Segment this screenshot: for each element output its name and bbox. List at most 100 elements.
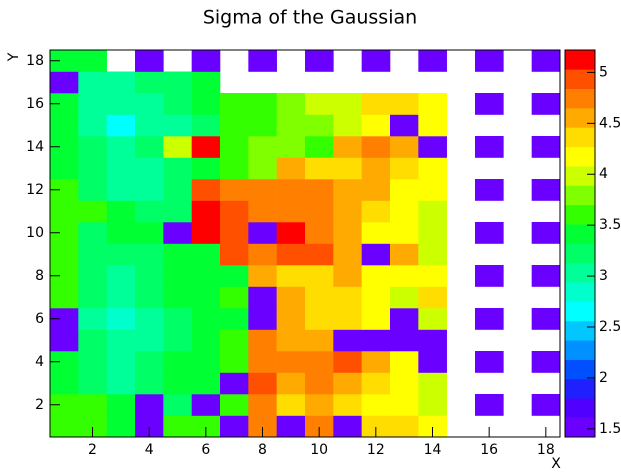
heatmap-cell	[418, 157, 447, 180]
heatmap-cell	[78, 351, 107, 373]
heatmap-cell	[276, 394, 306, 416]
heatmap-cell	[163, 394, 192, 416]
heatmap-cell	[305, 372, 334, 395]
heatmap-cell	[135, 415, 164, 438]
heatmap-cell	[220, 372, 249, 395]
heatmap-cell	[531, 136, 561, 158]
heatmap-cell	[333, 351, 362, 373]
heatmap-cell	[220, 286, 249, 309]
heatmap-cell	[106, 394, 136, 416]
heatmap-cell	[220, 265, 249, 287]
heatmap-cell	[78, 157, 107, 180]
heatmap-cell	[418, 136, 447, 158]
heatmap-cell	[475, 136, 504, 158]
heatmap-cell	[248, 243, 277, 266]
heatmap-cell	[418, 394, 447, 416]
heatmap-cell	[305, 329, 334, 352]
heatmap-cell	[276, 351, 306, 373]
heatmap-cell	[305, 157, 334, 180]
z-tick-label: 2.5	[599, 319, 621, 335]
heatmap-cell	[390, 394, 419, 416]
heatmap-cell	[78, 200, 107, 223]
heatmap-cell	[361, 93, 391, 115]
palette-band	[565, 243, 595, 264]
heatmap-cell	[475, 308, 504, 330]
z-tick-label: 4	[599, 166, 608, 182]
heatmap-cell	[50, 222, 79, 244]
heatmap-cell	[276, 93, 306, 115]
heatmap-cell	[418, 114, 447, 137]
heatmap-cell	[78, 71, 107, 94]
heatmap-cell	[361, 200, 391, 223]
palette-band	[565, 320, 595, 341]
heatmap-cell	[305, 243, 334, 266]
palette-band	[565, 378, 595, 399]
heatmap-cell	[163, 222, 192, 244]
heatmap-cell	[106, 114, 136, 137]
heatmap-cell	[220, 329, 249, 352]
heatmap-cell	[361, 265, 391, 287]
heatmap-cell	[106, 265, 136, 287]
heatmap-cell	[333, 329, 362, 352]
heatmap-cell	[135, 50, 164, 72]
heatmap-cell	[78, 179, 107, 201]
heatmap-cell	[333, 114, 362, 137]
heatmap-cell	[333, 136, 362, 158]
heatmap-cell	[248, 50, 277, 72]
heatmap-cell	[276, 308, 306, 330]
heatmap-cell	[191, 243, 221, 266]
heatmap-cell	[248, 136, 277, 158]
heatmap-cell	[305, 415, 334, 438]
heatmap-cell	[276, 157, 306, 180]
heatmap-cell	[50, 394, 79, 416]
heatmap-cell	[106, 351, 136, 373]
heatmap-cell	[248, 394, 277, 416]
heatmap-cell	[220, 308, 249, 330]
heatmap-cell	[50, 200, 79, 223]
heatmap-cell	[248, 93, 277, 115]
heatmap-cell	[191, 329, 221, 352]
x-tick-label: 14	[424, 442, 442, 458]
heatmap-cell	[475, 93, 504, 115]
heatmap-cell	[418, 179, 447, 201]
heatmap-cell	[191, 50, 221, 72]
heatmap-cell	[163, 114, 192, 137]
heatmap-cell	[135, 222, 164, 244]
heatmap-cell	[390, 265, 419, 287]
palette-band	[565, 127, 595, 148]
heatmap-cell	[305, 136, 334, 158]
heatmap-cell	[531, 93, 561, 115]
heatmap-cell	[276, 179, 306, 201]
heatmap-cell	[361, 222, 391, 244]
heatmap-cell	[191, 71, 221, 94]
heatmap-cell	[276, 265, 306, 287]
heatmap-cell	[305, 200, 334, 223]
heatmap-cell	[106, 308, 136, 330]
palette-band	[565, 282, 595, 302]
heatmap-cell	[50, 157, 79, 180]
heatmap-cell	[220, 222, 249, 244]
heatmap-cell	[163, 243, 192, 266]
x-tick-label: 2	[88, 442, 97, 458]
heatmap-cell	[361, 351, 391, 373]
heatmap-cell	[220, 200, 249, 223]
palette-frame	[564, 49, 596, 438]
heatmap-cell	[361, 50, 391, 72]
heatmap-cell	[333, 179, 362, 201]
heatmap-cell	[333, 93, 362, 115]
palette-band	[565, 340, 595, 360]
heatmap-cell	[361, 415, 391, 438]
heatmap-cell	[220, 415, 249, 438]
palette-band	[565, 224, 595, 244]
heatmap-cell	[276, 114, 306, 137]
heatmap-cell	[276, 136, 306, 158]
heatmap-cell	[106, 286, 136, 309]
heatmap-cell	[418, 93, 447, 115]
z-tick-label: 1.5	[599, 421, 621, 437]
heatmap-cell	[135, 114, 164, 137]
heatmap-cell	[50, 351, 79, 373]
heatmap-cell	[163, 372, 192, 395]
heatmap-cell	[220, 136, 249, 158]
heatmap-cell	[475, 394, 504, 416]
z-tick-label: 3	[599, 268, 608, 284]
